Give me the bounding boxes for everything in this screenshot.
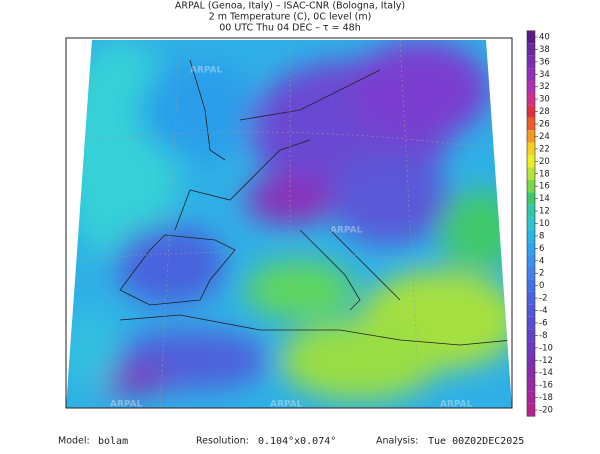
colorbar-band <box>527 192 535 205</box>
footer-label: Analysis: <box>376 436 418 447</box>
colorbar-band <box>527 68 535 81</box>
watermark: ARPAL <box>190 66 223 76</box>
colorbar-band <box>527 366 535 379</box>
colorbar-band <box>527 378 535 392</box>
colorbar-band <box>527 55 535 69</box>
colorbar-band <box>527 179 535 193</box>
colorbar-label: 36 <box>539 57 550 67</box>
colorbar-label: -6 <box>539 318 547 328</box>
colorbar-band <box>527 403 535 417</box>
colorbar-label: 0 <box>539 281 544 291</box>
colorbar-label: 4 <box>539 256 544 266</box>
colorbar-band <box>527 80 535 93</box>
colorbar-band <box>527 229 535 243</box>
colorbar-label: 38 <box>539 45 550 55</box>
watermark: ARPAL <box>110 400 143 410</box>
colorbar-label: 34 <box>539 70 550 80</box>
colorbar-label: -20 <box>539 406 553 416</box>
colorbar-band <box>527 267 535 280</box>
colorbar-band <box>527 304 535 317</box>
colorbar-label: 22 <box>539 144 550 154</box>
footer-label: Resolution: <box>196 436 249 447</box>
colorbar-label: 28 <box>539 107 550 117</box>
watermark: ARPAL <box>270 400 303 410</box>
colorbar-label: -4 <box>539 306 547 316</box>
colorbar-label: -12 <box>539 356 553 366</box>
header-line: ARPAL (Genoa, Italy) – ISAC-CNR (Bologna… <box>175 1 405 12</box>
colorbar-band <box>527 92 535 106</box>
colorbar-band <box>527 254 535 268</box>
footer-value: Tue 00Z02DEC2025 <box>428 436 524 447</box>
colorbar-band <box>527 354 535 367</box>
colorbar-label: 30 <box>539 95 550 105</box>
colorbar-label: 40 <box>539 33 550 43</box>
colorbar-band <box>527 30 535 44</box>
colorbar-label: 16 <box>539 182 550 192</box>
colorbar-band <box>527 43 535 56</box>
colorbar-label: 14 <box>539 194 550 204</box>
watermark: ARPAL <box>330 226 363 236</box>
colorbar-band <box>527 204 535 218</box>
watermark: ARPAL <box>440 400 473 410</box>
footer-label: Model: <box>58 436 90 447</box>
colorbar-label: 24 <box>539 132 550 142</box>
footer-value: 0.104°x0.074° <box>258 436 336 447</box>
colorbar-band <box>527 391 535 404</box>
colorbar-label: 26 <box>539 120 550 130</box>
colorbar-band <box>527 291 535 305</box>
colorbar-band <box>527 242 535 255</box>
colorbar-label: 10 <box>539 219 550 229</box>
colorbar-band <box>527 217 535 230</box>
colorbar-band <box>527 117 535 131</box>
colorbar-label: -8 <box>539 331 547 341</box>
colorbar-band <box>527 279 535 292</box>
colorbar-label: 32 <box>539 82 550 92</box>
colorbar-label: -18 <box>539 393 553 403</box>
colorbar-label: 2 <box>539 269 544 279</box>
colorbar-label: 20 <box>539 157 550 167</box>
colorbar-label: 18 <box>539 169 550 179</box>
colorbar-label: -16 <box>539 381 553 391</box>
colorbar-band <box>527 329 535 342</box>
header-line: 00 UTC Thu 04 DEC – τ = 48h <box>219 23 361 34</box>
colorbar-label: -14 <box>539 368 553 378</box>
colorbar-band <box>527 155 535 168</box>
map-frame <box>65 37 513 409</box>
colorbar-band <box>527 130 535 143</box>
colorbar-label: -2 <box>539 294 547 304</box>
colorbar-band <box>527 142 535 156</box>
footer-value: bolam <box>98 436 128 447</box>
colorbar-band <box>527 316 535 330</box>
colorbar-label: 6 <box>539 244 544 254</box>
colorbar-label: 8 <box>539 231 544 241</box>
colorbar-label: -10 <box>539 343 553 353</box>
temperature-field <box>66 40 512 408</box>
colorbar-band <box>527 341 535 355</box>
colorbar-band <box>527 105 535 118</box>
colorbar-label: 12 <box>539 207 550 217</box>
colorbar-frame <box>526 30 536 417</box>
colorbar: 4038363432302826242220181614121086420-2-… <box>526 30 553 417</box>
header-line: 2 m Temperature (C), 0C level (m) <box>209 12 372 23</box>
colorbar-band <box>527 167 535 180</box>
